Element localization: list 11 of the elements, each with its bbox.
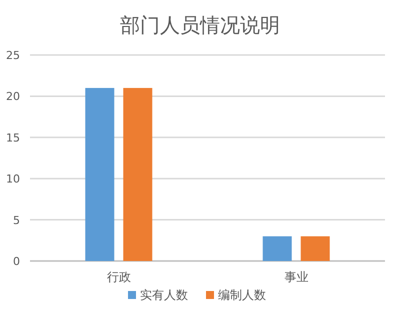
y-tick-label: 0 [13, 255, 20, 268]
x-tick-label: 事业 [284, 270, 308, 284]
legend-label: 实有人数 [140, 288, 188, 302]
y-tick-label: 25 [6, 49, 20, 62]
y-tick-label: 15 [6, 131, 20, 144]
y-tick-label: 5 [13, 214, 20, 227]
chart-title: 部门人员情况说明 [120, 13, 280, 37]
x-tick-label: 行政 [106, 270, 131, 284]
y-tick-label: 10 [6, 172, 20, 186]
legend-label: 编制人数 [218, 288, 266, 302]
y-tick-label: 20 [6, 90, 20, 104]
